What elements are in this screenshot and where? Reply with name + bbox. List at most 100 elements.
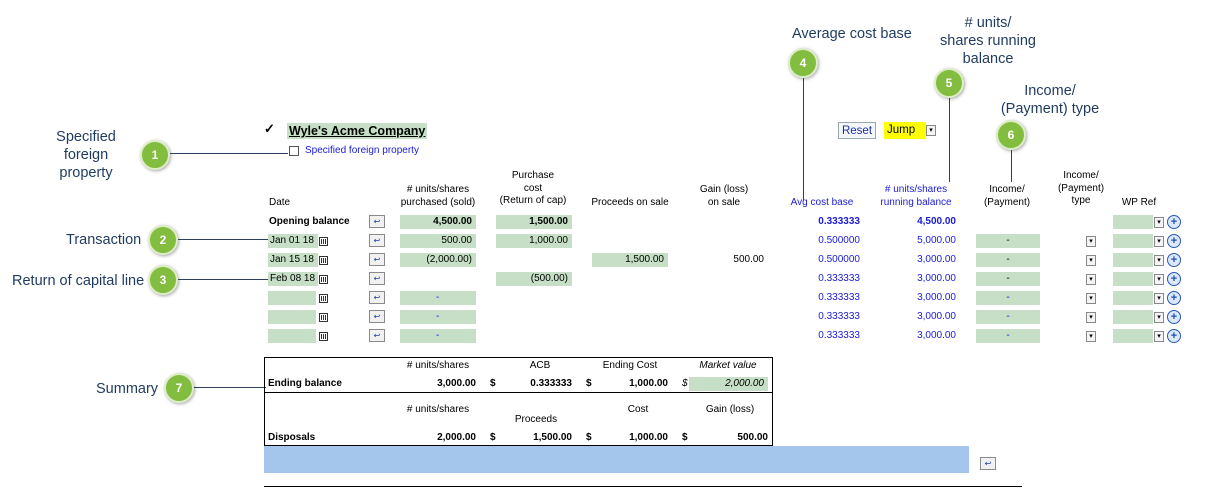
row-date-input[interactable]: Jan 15 18 (268, 253, 318, 267)
row-units-input[interactable]: - (400, 291, 476, 305)
add-plus-icon[interactable]: + (1167, 253, 1181, 267)
row-proceeds-input[interactable]: 1,500.00 (592, 253, 668, 267)
disposals-gain: 500.00 (737, 432, 768, 443)
opening-wp-ref-chevron-down-icon[interactable]: ▾ (1154, 217, 1164, 228)
row-date-input[interactable] (268, 329, 316, 343)
opening-balance-label: Opening balance (269, 216, 350, 227)
row-date-input[interactable]: Feb 08 18 (268, 272, 318, 286)
notes-bar[interactable] (264, 446, 969, 473)
disposals-cost: 1,000.00 (629, 432, 668, 443)
row-cost-input[interactable]: 1,000.00 (496, 234, 572, 248)
calendar-icon[interactable] (319, 332, 328, 341)
wp-ref-chevron-down-icon[interactable]: ▾ (1154, 236, 1164, 247)
ending-acb-dollar: $ (490, 378, 496, 389)
row-income-input[interactable]: - (976, 291, 1040, 305)
row-income-input[interactable]: - (976, 329, 1040, 343)
callout-5-leader (949, 98, 950, 182)
row-income-input[interactable]: - (976, 253, 1040, 267)
row-action-icon[interactable]: ↩ (369, 310, 385, 323)
row-wp-ref-input[interactable] (1113, 329, 1153, 343)
row-action-icon[interactable]: ↩ (369, 234, 385, 247)
income-type-chevron-down-icon[interactable]: ▾ (1086, 312, 1096, 323)
callout-7-label: Summary (96, 381, 159, 397)
wp-ref-chevron-down-icon[interactable]: ▾ (1154, 255, 1164, 266)
row-action-icon[interactable]: ↩ (369, 272, 385, 285)
opening-acb: 0.333333 (818, 216, 860, 227)
disposals-proceeds-dollar: $ (490, 432, 496, 443)
income-type-chevron-down-icon[interactable]: ▾ (1086, 255, 1096, 266)
row-wp-ref-input[interactable] (1113, 253, 1153, 267)
market-value-dollar: $ (682, 378, 688, 389)
bottom-rule (264, 486, 1022, 487)
col-header-date: Date (269, 197, 291, 208)
add-plus-icon[interactable]: + (1167, 272, 1181, 286)
callout-badge-3: 3 (148, 265, 178, 295)
disposals-header-units: # units/shares (406, 404, 470, 415)
calendar-icon[interactable] (319, 294, 328, 303)
callout-1-leader (170, 153, 288, 154)
add-plus-icon[interactable]: + (1167, 310, 1181, 324)
row-wp-ref-input[interactable] (1113, 291, 1153, 305)
row-date-input[interactable] (268, 291, 316, 305)
row-action-icon[interactable]: ↩ (369, 291, 385, 304)
col-header-purchase-cost: Purchase cost (Return of cap) (499, 170, 567, 206)
specified-foreign-property-checkbox[interactable] (289, 146, 299, 156)
wp-ref-chevron-down-icon[interactable]: ▾ (1154, 312, 1164, 323)
row-running-balance: 3,000.00 (917, 292, 956, 303)
wp-ref-chevron-down-icon[interactable]: ▾ (1154, 331, 1164, 342)
income-type-chevron-down-icon[interactable]: ▾ (1086, 331, 1096, 342)
ending-balance-label: Ending balance (268, 378, 342, 389)
opening-add-plus-icon[interactable]: + (1167, 215, 1181, 229)
row-units-input[interactable]: - (400, 329, 476, 343)
jump-select[interactable]: Jump (884, 122, 926, 139)
row-income-input[interactable]: - (976, 234, 1040, 248)
opening-cost-input[interactable]: 1,500.00 (496, 215, 572, 229)
opening-units-input[interactable]: 4,500.00 (400, 215, 476, 229)
callout-4-label: Average cost base (792, 26, 912, 42)
jump-dropdown-chevron-down-icon[interactable]: ▾ (926, 125, 936, 136)
callout-4-leader (803, 78, 804, 200)
row-action-icon[interactable]: ↩ (369, 329, 385, 342)
add-plus-icon[interactable]: + (1167, 329, 1181, 343)
row-date-input[interactable]: Jan 01 18 (268, 234, 318, 248)
callout-badge-6: 6 (996, 120, 1026, 150)
row-units-input[interactable]: - (400, 310, 476, 324)
row-units-input[interactable]: 500.00 (400, 234, 476, 248)
ending-acb: 0.333333 (530, 378, 572, 389)
callout-2-label: Transaction (66, 232, 142, 248)
calendar-icon[interactable] (319, 313, 328, 322)
row-wp-ref-input[interactable] (1113, 234, 1153, 248)
row-acb: 0.333333 (818, 311, 860, 322)
calendar-icon[interactable] (319, 237, 328, 246)
income-type-chevron-down-icon[interactable]: ▾ (1086, 236, 1096, 247)
opening-wp-ref-input[interactable] (1113, 215, 1153, 229)
row-action-icon[interactable]: ↩ (980, 457, 996, 470)
opening-running-balance: 4,500.00 (917, 216, 956, 227)
row-action-icon[interactable]: ↩ (369, 253, 385, 266)
row-wp-ref-input[interactable] (1113, 272, 1153, 286)
summary-header-ending-cost: Ending Cost (602, 360, 658, 371)
row-action-icon[interactable]: ↩ (369, 215, 385, 228)
company-checkbox[interactable]: ✓ (264, 121, 275, 136)
row-acb: 0.333333 (818, 330, 860, 341)
row-income-input[interactable]: - (976, 272, 1040, 286)
col-header-income: Income/(Payment) (983, 184, 1031, 208)
row-income-input[interactable]: - (976, 310, 1040, 324)
wp-ref-chevron-down-icon[interactable]: ▾ (1154, 293, 1164, 304)
callout-badge-5: 5 (934, 68, 964, 98)
income-type-chevron-down-icon[interactable]: ▾ (1086, 274, 1096, 285)
company-name[interactable]: Wyle's Acme Company (287, 123, 428, 139)
income-type-chevron-down-icon[interactable]: ▾ (1086, 293, 1096, 304)
add-plus-icon[interactable]: + (1167, 291, 1181, 305)
reset-button[interactable]: Reset (838, 122, 876, 139)
row-units-input[interactable]: (2,000.00) (400, 253, 476, 267)
add-plus-icon[interactable]: + (1167, 234, 1181, 248)
row-wp-ref-input[interactable] (1113, 310, 1153, 324)
row-cost-input[interactable]: (500.00) (496, 272, 572, 286)
row-date-input[interactable] (268, 310, 316, 324)
calendar-icon[interactable] (319, 275, 328, 284)
wp-ref-chevron-down-icon[interactable]: ▾ (1154, 274, 1164, 285)
calendar-icon[interactable] (319, 256, 328, 265)
specified-foreign-property-label: Specified foreign property (305, 145, 419, 156)
market-value-input[interactable]: 2,000.00 (689, 377, 768, 391)
